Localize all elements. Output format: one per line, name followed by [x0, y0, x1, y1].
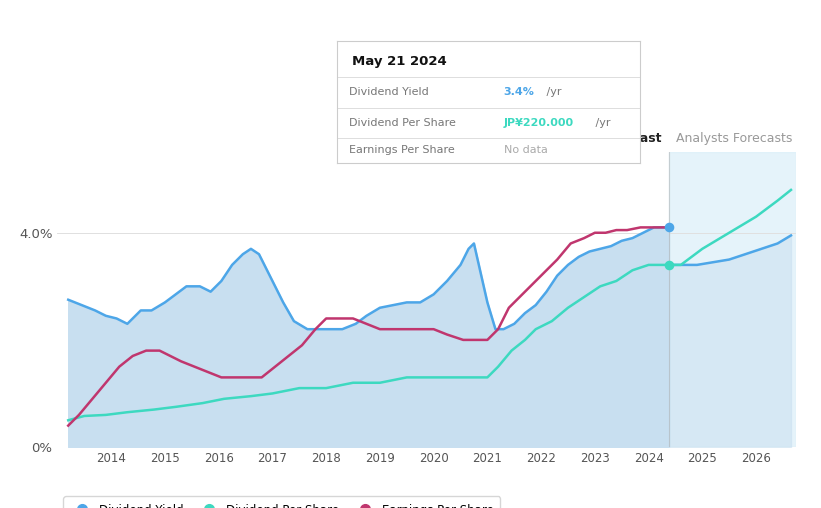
Text: No data: No data — [504, 145, 548, 155]
Text: Dividend Per Share: Dividend Per Share — [349, 118, 456, 128]
Text: /yr: /yr — [592, 118, 610, 128]
Text: /yr: /yr — [544, 87, 562, 98]
Text: 3.4%: 3.4% — [504, 87, 534, 98]
Point — [663, 224, 676, 232]
Text: JP¥220.000: JP¥220.000 — [504, 118, 574, 128]
Legend: Dividend Yield, Dividend Per Share, Earnings Per Share: Dividend Yield, Dividend Per Share, Earn… — [63, 496, 501, 508]
Text: Past: Past — [631, 133, 662, 145]
Text: May 21 2024: May 21 2024 — [351, 55, 447, 68]
Text: Analysts Forecasts: Analysts Forecasts — [676, 133, 792, 145]
Bar — [669, 152, 796, 447]
Point — [663, 261, 676, 269]
Text: Earnings Per Share: Earnings Per Share — [349, 145, 455, 155]
Text: Dividend Yield: Dividend Yield — [349, 87, 429, 98]
